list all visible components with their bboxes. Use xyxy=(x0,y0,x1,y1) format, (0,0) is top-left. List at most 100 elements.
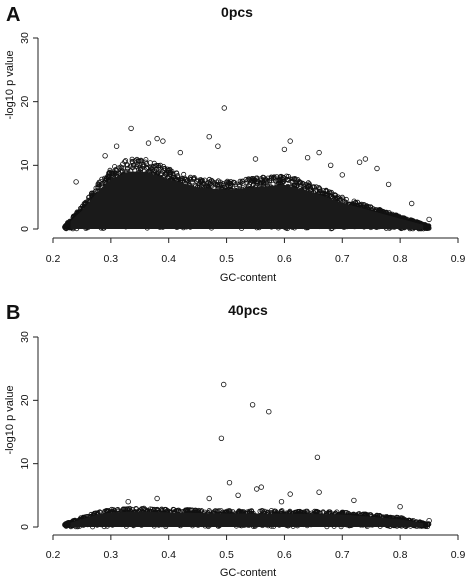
data-point xyxy=(135,165,141,171)
data-point xyxy=(297,179,303,185)
data-point xyxy=(103,178,109,184)
panel-b-plot-area: 0.2 0.3 0.4 0.5 0.6 0.7 0.8 0.9 0 10 20 30 xyxy=(19,331,465,561)
panel-b-dense-core xyxy=(70,511,424,527)
panel-a-dense-core xyxy=(70,171,424,229)
panel-a: A 0pcs GC-content -log10 p value 0.2 0.3 0… xyxy=(4,4,465,284)
data-point xyxy=(277,174,283,180)
data-point xyxy=(188,177,194,183)
panel-a-y-tick-label: 30 xyxy=(19,32,31,44)
data-point xyxy=(125,165,131,171)
panel-b-x-tick-label: 0.2 xyxy=(46,549,61,561)
data-point xyxy=(215,178,221,184)
panel-b-x-tick-label: 0.6 xyxy=(277,549,292,561)
outlier-point xyxy=(206,133,212,140)
data-point xyxy=(326,189,332,195)
data-point xyxy=(100,181,106,187)
data-point xyxy=(268,174,274,180)
data-point xyxy=(194,178,200,184)
data-point xyxy=(86,194,92,200)
data-point xyxy=(309,184,315,190)
outlier-point xyxy=(215,143,221,149)
panel-b-x-axis-label: GC-content xyxy=(220,567,276,579)
data-point xyxy=(89,193,95,199)
panel-a-x-tick-label: 0.4 xyxy=(161,253,176,265)
data-point xyxy=(191,175,197,181)
panel-b-x-tick-label: 0.3 xyxy=(104,549,119,561)
data-point xyxy=(205,180,211,186)
outlier-point xyxy=(316,149,322,156)
data-point xyxy=(168,171,174,177)
data-point xyxy=(164,166,170,172)
data-point xyxy=(317,188,323,194)
outlier-point xyxy=(113,143,120,149)
panel-a-x-tick-label: 0.7 xyxy=(335,253,350,265)
panel-b-x-tick-label: 0.8 xyxy=(393,549,408,561)
panel-b-letter: B xyxy=(6,302,20,324)
data-point xyxy=(230,183,236,189)
outlier-point xyxy=(266,409,272,415)
data-point xyxy=(157,162,163,168)
data-point xyxy=(81,201,87,207)
panel-a-x-tick-label: 0.8 xyxy=(393,253,408,265)
panel-b: B 40pcs GC-content -log10 p value 0.2 0.3… xyxy=(4,302,465,579)
data-point xyxy=(376,208,382,214)
data-point xyxy=(151,506,157,512)
data-point xyxy=(89,190,95,196)
data-point xyxy=(215,182,221,188)
data-point xyxy=(199,178,205,184)
outlier-point xyxy=(258,484,264,490)
outlier-point xyxy=(206,495,212,502)
outlier-point xyxy=(409,200,415,207)
data-point xyxy=(249,508,255,514)
outlier-point xyxy=(220,381,227,388)
data-point xyxy=(237,183,243,189)
panel-a-x-tick-label: 0.9 xyxy=(451,253,466,265)
data-point xyxy=(163,171,169,177)
data-point xyxy=(92,510,98,516)
data-point xyxy=(216,184,222,190)
data-point xyxy=(130,162,136,168)
data-point xyxy=(305,180,311,186)
outlier-point xyxy=(154,135,160,142)
data-point xyxy=(112,164,118,170)
data-point xyxy=(332,192,338,198)
panel-a-x-tick-label: 0.2 xyxy=(46,253,61,265)
data-point xyxy=(206,176,212,182)
outlier-point xyxy=(221,105,227,111)
data-point xyxy=(85,198,91,204)
data-point xyxy=(358,201,364,207)
outlier-point xyxy=(426,216,432,223)
data-point xyxy=(177,176,183,182)
panel-a-x-tick-label: 0.5 xyxy=(219,253,234,265)
panel-a-dense-points xyxy=(62,156,432,232)
data-point xyxy=(279,508,285,514)
outlier-point xyxy=(374,165,380,172)
panel-b-y-tick-label: 10 xyxy=(19,458,31,470)
outlier-point xyxy=(385,181,392,188)
data-point xyxy=(290,176,296,182)
data-point xyxy=(158,170,164,176)
panel-b-x-tick-label: 0.7 xyxy=(335,549,350,561)
outlier-point xyxy=(254,486,260,492)
data-point xyxy=(226,179,232,185)
outlier-point xyxy=(356,159,363,165)
data-point xyxy=(167,166,173,172)
data-point xyxy=(255,181,261,187)
data-point xyxy=(204,183,210,189)
outlier-point xyxy=(362,156,369,162)
outlier-point xyxy=(154,495,160,502)
data-point xyxy=(109,169,115,175)
data-point xyxy=(199,508,205,514)
outlier-point xyxy=(235,492,241,498)
data-point xyxy=(247,508,253,514)
outlier-point xyxy=(281,146,288,153)
data-point xyxy=(143,157,149,163)
panel-a-x-axis-label: GC-content xyxy=(220,272,276,284)
data-point xyxy=(106,174,112,180)
panel-a-x-tick-label: 0.6 xyxy=(277,253,292,265)
panel-b-x-tick-label: 0.5 xyxy=(219,549,234,561)
outlier-point xyxy=(249,402,256,408)
outlier-point xyxy=(226,480,233,486)
data-point xyxy=(237,178,243,184)
